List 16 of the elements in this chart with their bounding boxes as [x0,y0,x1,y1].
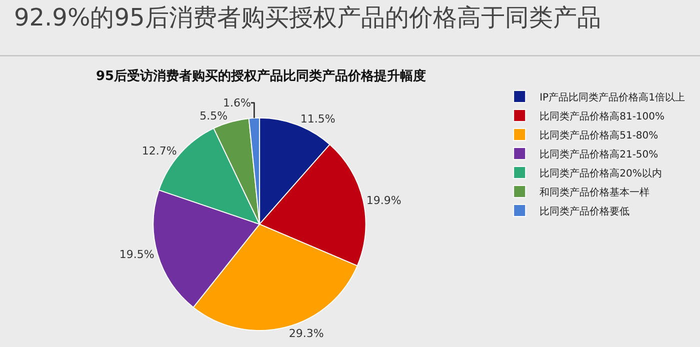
data-label: 5.5% [200,109,228,122]
data-label: 19.9% [366,194,402,207]
data-label: 1.6% [222,96,251,110]
legend-label: 比同类产品价格高21-50% [540,148,658,160]
data-label: 11.5% [300,112,336,126]
legend-label: 比同类产品价格高81-100% [540,110,665,122]
data-label: 12.7% [142,144,177,158]
legend-label: 和同类产品价格基本一样 [540,186,650,198]
chart-subtitle: 95后受访消费者购买的授权产品比同类产品价格提升幅度 [96,68,426,84]
legend-label: 比同类产品价格高51-80% [540,129,658,142]
data-label: 29.3% [288,326,324,340]
legend-label: IP产品比同类产品价格高1倍以上 [540,91,685,104]
legend-label: 比同类产品价格要低 [540,205,630,218]
chart-title: 92.9%的95后消费者购买授权产品的价格高于同类产品 [14,3,601,32]
legend-label: 比同类产品价格高20%以内 [540,167,662,180]
data-label: 19.5% [119,248,154,262]
